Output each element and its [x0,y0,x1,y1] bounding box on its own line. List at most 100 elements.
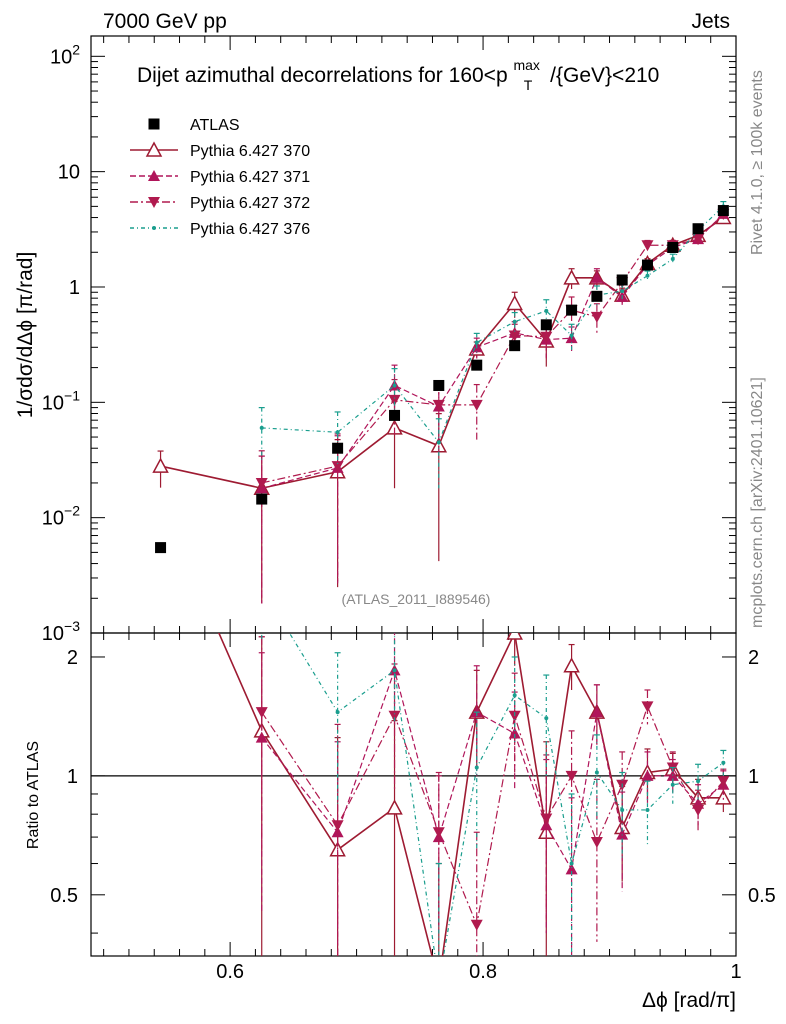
series-marker [641,240,654,252]
ratio-marker [565,770,578,782]
legend-label: Pythia 6.427 376 [190,221,310,238]
ratio-marker [437,980,441,984]
series-marker [569,333,574,338]
ratio-marker [335,710,340,715]
series-marker [590,311,603,323]
ratio-plot-frame [90,632,737,957]
legend-marker [152,226,156,230]
series-marker [255,477,268,489]
series-marker [512,319,517,324]
y-tick-label: 102 [50,41,80,68]
series-line-3 [261,213,724,484]
legend: ATLAS Pythia 6.427 370 Pythia 6.427 371 Pyt… [130,117,310,238]
title-sup: max [513,57,539,73]
x-tick-label: 0.6 [216,961,244,983]
ratio-marker [331,820,344,832]
ratio-marker [154,493,168,506]
ratio-marker [386,799,403,815]
data-point-atlas [509,340,521,352]
data-point-atlas [616,274,628,286]
series-marker [335,430,340,435]
ratio-axis-ticks: 0.5 0.5 1 1 2 2 [50,647,776,934]
legend-marker [145,141,163,157]
ratio-marker [540,813,553,825]
series-marker [259,425,264,430]
y-axis-label: 1/σdσ/dΔϕ [π/rad] [14,252,37,419]
data-point-atlas [256,493,268,505]
ratio-tick-label-left: 0.5 [50,885,78,907]
ratio-marker [616,828,629,840]
series-marker [692,234,705,246]
legend-marker [148,170,160,181]
ratio-marker [544,716,549,721]
ratio-y-axis-label: Ratio to ATLAS [25,741,42,849]
ratio-marker [721,760,726,765]
chart-title: Dijet azimuthal decorrelations for 160<p… [137,52,659,95]
main-plot-frame [90,35,737,634]
mcplots-label: mcplots.cern.ch [arXiv:2401.10621] [749,377,766,628]
ratio-marker [474,765,479,770]
data-point-atlas [155,542,167,554]
data-point-atlas [471,359,483,371]
ratio-marker [512,693,517,698]
ratio-line-2 [261,668,724,872]
series-marker [540,331,553,343]
legend-label: ATLAS [190,117,240,134]
data-point-atlas [667,241,679,253]
ratio-marker [590,706,603,718]
x-axis-ticks: 0.6 0.8 1 [103,36,742,983]
ratio-marker [388,710,401,722]
ratio-tick-label-right: 1 [748,766,759,788]
series-line-4 [261,205,724,444]
data-point-atlas [591,290,603,302]
ratio-tick-label-left: 1 [67,766,78,788]
ratio-marker [594,770,599,775]
ratio-marker [392,668,397,673]
ratio-marker [590,837,603,849]
ratio-line-4 [288,633,724,956]
ratio-marker [432,827,445,839]
series-line-2 [261,213,724,489]
series-marker [620,289,625,294]
data-point-atlas [332,442,344,454]
header-right: Jets [691,10,730,33]
ratio-marker [620,807,625,812]
ratio-marker [569,861,574,866]
ratio-series-layer [154,493,732,984]
series-marker [670,256,675,261]
legend-marker [148,197,160,208]
ratio-marker [717,776,730,788]
series-marker [470,399,483,411]
series-marker [392,383,397,388]
ratio-marker [506,633,523,640]
ratio-tick-label-right: 2 [748,647,759,669]
ratio-marker [563,657,580,673]
data-point-atlas [389,409,401,421]
ratio-marker [255,707,268,719]
ratio-marker [670,782,675,787]
y-tick-label: 1 [69,277,80,299]
main-series-layer [152,200,732,604]
title-tail: /{GeV}<210 [550,64,659,87]
data-point-atlas [566,304,578,316]
title-sub: T [524,77,533,93]
x-axis-label: Δϕ [rad/π] [642,989,736,1012]
main-axis-ticks: 10−3 10−2 10−1 1 10 102 [42,41,736,645]
series-marker [508,330,521,342]
ratio-tick-label-right: 0.5 [748,885,776,907]
y-tick-label: 10−2 [42,503,80,530]
ratio-marker [696,779,701,784]
data-point-atlas [540,319,552,331]
legend-label: Pythia 6.427 371 [190,169,310,186]
legend-label: Pythia 6.427 370 [190,143,310,160]
x-tick-label: 1 [730,961,741,983]
data-point-atlas [641,259,653,271]
ratio-line-3 [261,704,724,927]
series-marker [544,308,549,313]
title-main: Dijet azimuthal decorrelations for 160<p [137,64,508,87]
ratio-marker [470,919,483,931]
legend-marker-atlas [148,118,160,130]
y-tick-label: 10−3 [42,618,80,645]
analysis-label: (ATLAS_2011_I889546) [342,591,491,607]
